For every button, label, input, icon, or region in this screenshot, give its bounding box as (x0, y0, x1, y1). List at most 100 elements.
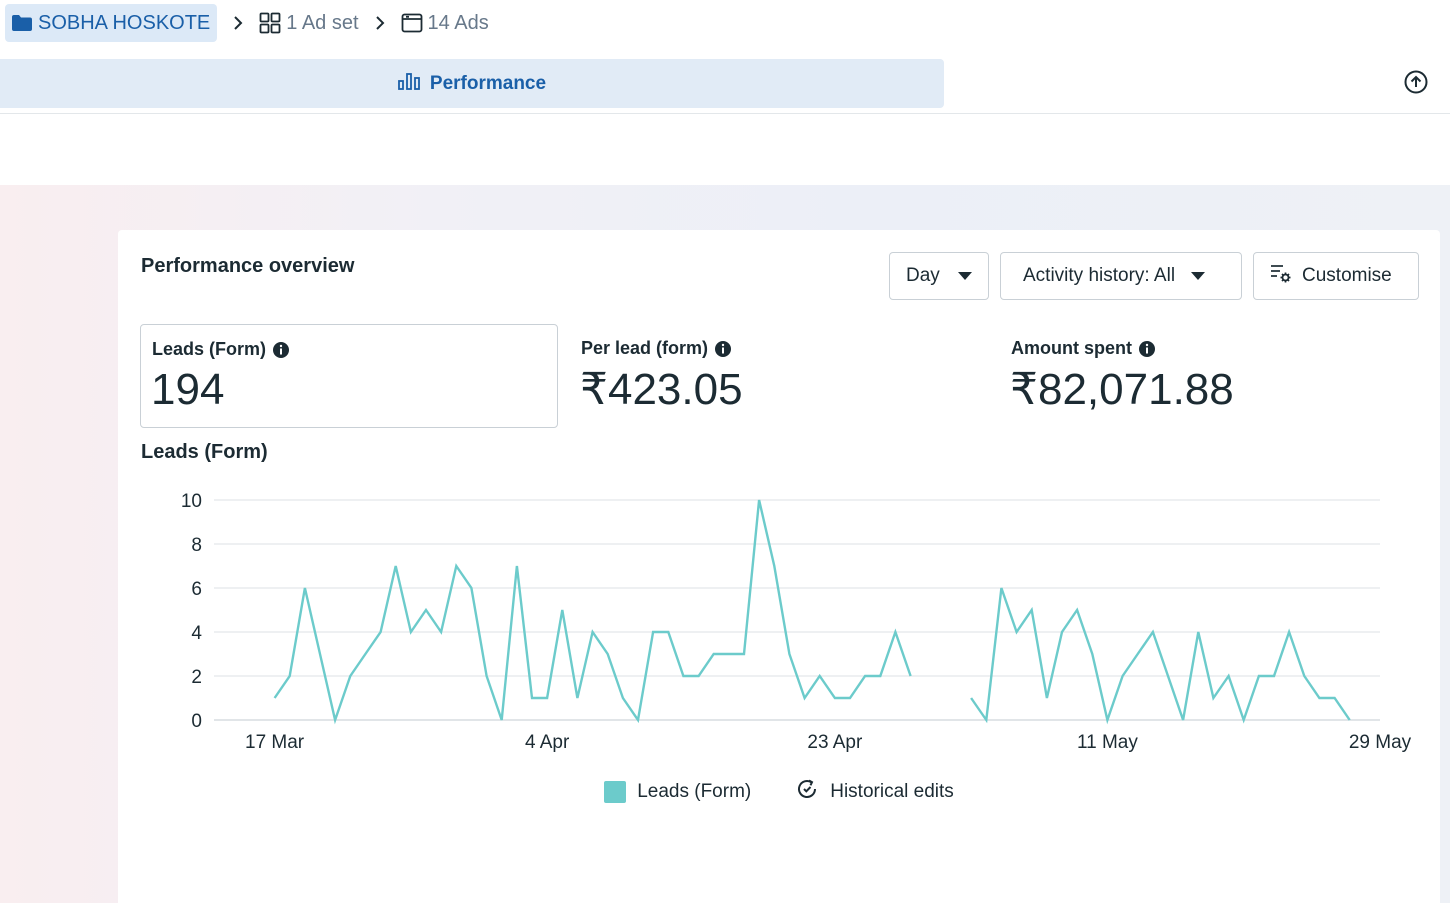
data-point[interactable] (1347, 717, 1353, 723)
data-point[interactable] (529, 695, 535, 701)
data-point[interactable] (650, 629, 656, 635)
data-point[interactable] (635, 717, 641, 723)
data-point[interactable] (1195, 629, 1201, 635)
data-point[interactable] (1256, 673, 1262, 679)
data-point[interactable] (332, 717, 338, 723)
data-point[interactable] (423, 607, 429, 613)
info-icon[interactable] (272, 341, 290, 359)
customise-settings-icon (1270, 262, 1292, 290)
breadcrumb-campaign[interactable]: SOBHA HOSKOTE (5, 4, 218, 42)
data-point[interactable] (559, 607, 565, 613)
customise-button[interactable]: Customise (1253, 252, 1419, 300)
tab-performance[interactable]: Performance (0, 59, 944, 108)
y-tick-label: 0 (191, 711, 202, 732)
data-point[interactable] (302, 585, 308, 591)
breadcrumb-adset[interactable]: 1 Ad set (259, 4, 359, 42)
data-point[interactable] (574, 695, 580, 701)
data-point[interactable] (514, 563, 520, 569)
metric-per-lead-label: Per lead (form) (581, 338, 709, 358)
activity-history-dropdown[interactable]: Activity history: All (1000, 252, 1242, 300)
data-point[interactable] (1226, 673, 1232, 679)
data-point[interactable] (968, 695, 974, 701)
data-point[interactable] (817, 673, 823, 679)
data-point[interactable] (908, 673, 914, 679)
ad-window-icon (401, 13, 423, 33)
data-point[interactable] (1104, 717, 1110, 723)
data-point[interactable] (1029, 607, 1035, 613)
metric-per-lead[interactable]: Per lead (form) ₹423.05 (570, 324, 988, 428)
caret-down-icon (1191, 272, 1206, 280)
data-point[interactable] (362, 651, 368, 657)
data-point[interactable] (756, 497, 762, 503)
data-point[interactable] (1089, 651, 1095, 657)
data-point[interactable] (847, 695, 853, 701)
data-point[interactable] (620, 695, 626, 701)
metric-leads[interactable]: Leads (Form) 194 (140, 324, 558, 428)
upload-button[interactable] (1403, 70, 1429, 97)
data-point[interactable] (499, 717, 505, 723)
customise-label: Customise (1302, 265, 1392, 286)
data-point[interactable] (1286, 629, 1292, 635)
breadcrumb-ads-label: 14 Ads (427, 11, 489, 34)
data-point[interactable] (317, 651, 323, 657)
legend-leads-label: Leads (Form) (637, 781, 752, 802)
data-point[interactable] (590, 629, 596, 635)
legend-item-historical-edits[interactable]: Historical edits (795, 777, 954, 807)
data-point[interactable] (1059, 629, 1065, 635)
metric-amount-spent-value: ₹82,071.88 (1010, 365, 1234, 414)
data-point[interactable] (1014, 629, 1020, 635)
data-point[interactable] (347, 673, 353, 679)
data-point[interactable] (1135, 651, 1141, 657)
data-point[interactable] (741, 651, 747, 657)
data-point[interactable] (786, 651, 792, 657)
series-line-leads (970, 587, 1351, 725)
data-point[interactable] (726, 651, 732, 657)
info-icon[interactable] (714, 340, 732, 358)
metric-amount-spent[interactable]: Amount spent ₹82,071.88 (1000, 324, 1418, 428)
data-point[interactable] (802, 695, 808, 701)
data-point[interactable] (1150, 629, 1156, 635)
data-point[interactable] (771, 563, 777, 569)
data-point[interactable] (1074, 607, 1080, 613)
data-point[interactable] (998, 585, 1004, 591)
data-point[interactable] (287, 673, 293, 679)
data-point[interactable] (1332, 695, 1338, 701)
data-point[interactable] (877, 673, 883, 679)
data-point[interactable] (1316, 695, 1322, 701)
tab-divider (0, 113, 1450, 114)
info-icon[interactable] (1138, 340, 1156, 358)
data-point[interactable] (696, 673, 702, 679)
metric-leads-value: 194 (151, 365, 225, 414)
day-dropdown[interactable]: Day (889, 252, 989, 300)
data-point[interactable] (378, 629, 384, 635)
chevron-right-icon (217, 15, 259, 31)
data-point[interactable] (1044, 695, 1050, 701)
data-point[interactable] (1241, 717, 1247, 723)
day-dropdown-label: Day (906, 265, 940, 286)
data-point[interactable] (453, 563, 459, 569)
data-point[interactable] (438, 629, 444, 635)
data-point[interactable] (665, 629, 671, 635)
data-point[interactable] (1210, 695, 1216, 701)
data-point[interactable] (680, 673, 686, 679)
data-point[interactable] (1120, 673, 1126, 679)
data-point[interactable] (1301, 673, 1307, 679)
legend-item-leads[interactable]: Leads (Form) (604, 777, 751, 807)
data-point[interactable] (1180, 717, 1186, 723)
data-point[interactable] (1165, 673, 1171, 679)
data-point[interactable] (484, 673, 490, 679)
data-point[interactable] (1271, 673, 1277, 679)
data-point[interactable] (711, 651, 717, 657)
data-point[interactable] (892, 629, 898, 635)
data-point[interactable] (862, 673, 868, 679)
data-point[interactable] (983, 717, 989, 723)
data-point[interactable] (605, 651, 611, 657)
data-point[interactable] (468, 585, 474, 591)
data-point[interactable] (272, 695, 278, 701)
data-point[interactable] (832, 695, 838, 701)
data-point[interactable] (408, 629, 414, 635)
bar-chart-icon (398, 72, 420, 96)
data-point[interactable] (544, 695, 550, 701)
breadcrumb-ads[interactable]: 14 Ads (401, 4, 489, 42)
data-point[interactable] (393, 563, 399, 569)
